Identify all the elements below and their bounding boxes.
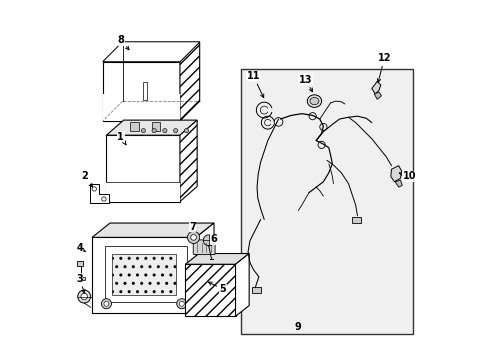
Text: 7: 7 [189,222,196,231]
Bar [241,69,412,334]
Polygon shape [180,42,199,121]
Bar [151,122,160,131]
Circle shape [203,235,214,246]
Circle shape [152,129,156,133]
Text: 5: 5 [208,282,226,294]
Bar [104,246,187,302]
Polygon shape [235,253,249,316]
FancyBboxPatch shape [193,240,215,255]
Circle shape [101,299,111,309]
Text: 13: 13 [298,75,312,92]
Circle shape [102,197,106,201]
Circle shape [179,301,184,306]
Circle shape [163,129,167,133]
Bar [77,261,83,266]
Bar [76,278,85,280]
Circle shape [104,301,109,306]
Bar [112,253,176,295]
Text: 8: 8 [117,35,129,50]
Bar [351,217,360,223]
Text: 12: 12 [377,53,390,82]
Polygon shape [106,135,180,202]
Polygon shape [196,223,214,313]
Polygon shape [371,81,380,94]
Text: 10: 10 [399,171,415,181]
Polygon shape [180,120,197,202]
Bar [142,82,147,100]
Circle shape [176,299,186,309]
Bar [102,94,180,121]
Bar [251,287,260,293]
Polygon shape [102,42,199,62]
Polygon shape [390,166,401,182]
Circle shape [92,187,96,191]
Polygon shape [106,120,197,135]
Text: 11: 11 [246,71,263,98]
Circle shape [141,129,145,133]
Polygon shape [89,184,109,203]
Circle shape [81,293,87,300]
Text: 2: 2 [81,171,92,187]
Circle shape [78,290,90,303]
Circle shape [184,129,188,133]
Polygon shape [102,42,199,62]
Text: 6: 6 [210,234,217,246]
Ellipse shape [306,95,321,107]
Bar [106,181,180,202]
Polygon shape [185,253,249,264]
Polygon shape [185,264,235,316]
Polygon shape [92,237,196,313]
Polygon shape [102,62,180,121]
Polygon shape [394,180,402,187]
Text: 3: 3 [76,274,85,293]
Polygon shape [373,92,381,99]
Text: 4: 4 [76,243,86,253]
Ellipse shape [309,98,318,105]
Bar [130,122,139,131]
Polygon shape [92,223,214,237]
Circle shape [173,129,178,133]
Text: 1: 1 [117,132,126,145]
Circle shape [187,231,199,243]
Text: 9: 9 [294,322,301,332]
Circle shape [190,234,196,240]
